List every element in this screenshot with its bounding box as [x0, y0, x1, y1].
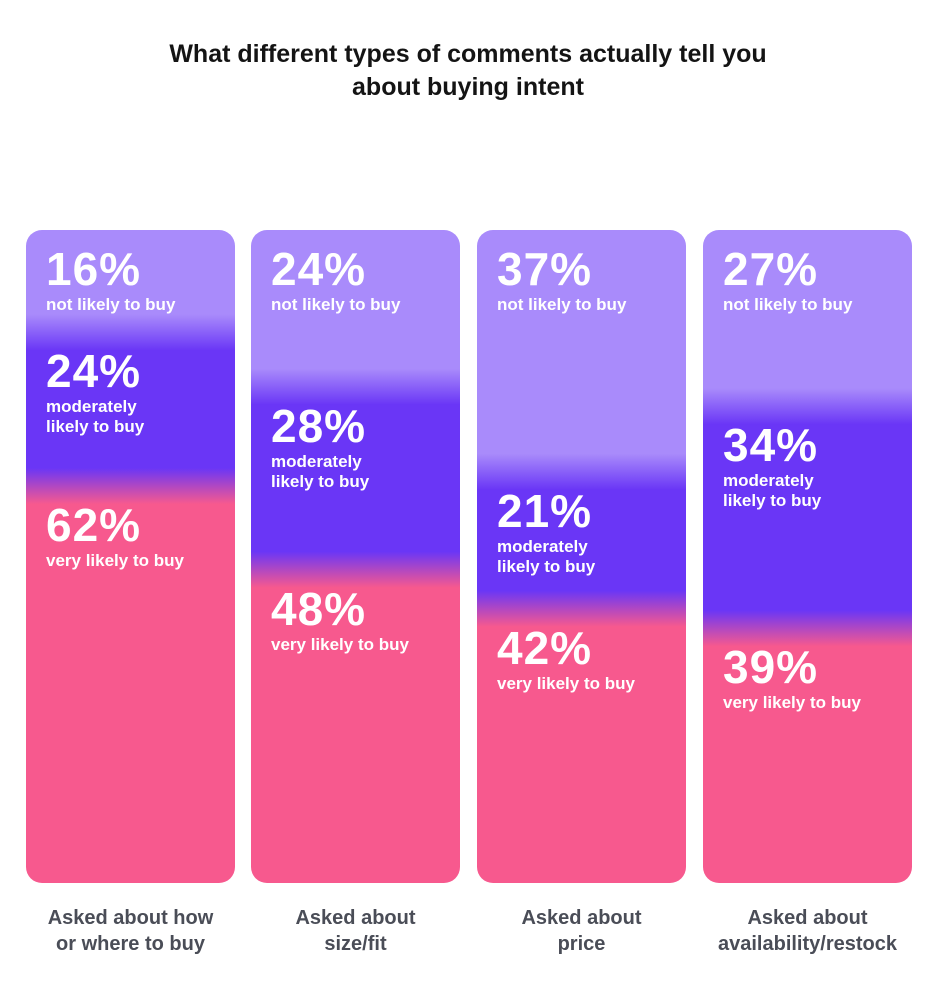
value-label: 27% [723, 243, 819, 295]
stacked-bar: 37% not likely to buy 21% moderately likely … [477, 230, 686, 883]
segment-label: very likely to buy [723, 693, 861, 713]
segment-label: not likely to buy [271, 295, 401, 314]
segment-label: very likely to buy [46, 551, 184, 571]
bar-segment: 37% not likely to buy [477, 245, 686, 315]
bar-segment: 21% moderately likely to buy [477, 487, 686, 577]
bar-segment: 27% not likely to buy [703, 245, 912, 315]
bar-segment: 28% moderately likely to buy [251, 402, 460, 492]
value-label: 37% [497, 243, 593, 295]
bar-segment: 48% very likely to buy [251, 585, 460, 655]
category-label-line: Asked about [521, 907, 642, 929]
value-label: 42% [497, 621, 593, 674]
value-label: 24% [46, 345, 142, 398]
bar-segment: 42% very likely to buy [477, 624, 686, 694]
value-label: 21% [497, 484, 593, 537]
category-label-line: price [557, 933, 606, 955]
category-label: Asked about availability/restock [688, 905, 928, 957]
segment-label: moderately likely to buy [46, 397, 145, 437]
segment-label: not likely to buy [497, 295, 627, 314]
stacked-bar: 24% not likely to buy 28% moderately likely … [251, 230, 460, 883]
segment-label: not likely to buy [723, 295, 853, 314]
value-label: 34% [723, 419, 819, 472]
value-label: 62% [46, 499, 142, 552]
category-label: Asked about size/fit [236, 905, 476, 957]
segment-label: very likely to buy [497, 673, 635, 693]
category-label-line: Asked about how [47, 907, 214, 929]
stacked-bar: 16% not likely to buy 24% moderately likely … [26, 230, 235, 883]
segment-label: moderately likely to buy [723, 471, 822, 511]
stacked-bar: 27% not likely to buy 34% moderately likely … [703, 230, 912, 883]
segment-label: moderately likely to buy [497, 536, 596, 576]
bar-segment: 62% very likely to buy [26, 501, 235, 571]
category-label-line: Asked about [747, 907, 868, 929]
category-label-line: availability/restock [718, 933, 897, 955]
value-label: 48% [271, 582, 367, 635]
value-label: 24% [271, 243, 367, 295]
chart-title-line: about buying intent [352, 73, 584, 101]
segment-label: very likely to buy [271, 634, 409, 654]
chart-title: What different types of comments actuall… [0, 38, 936, 104]
category-label: Asked about how or where to buy [11, 905, 251, 957]
bar-segment: 39% very likely to buy [703, 643, 912, 713]
category-label-line: or where to buy [56, 933, 205, 955]
bar-segment: 24% not likely to buy [251, 245, 460, 315]
category-label-line: Asked about [295, 907, 416, 929]
category-label-line: size/fit [324, 933, 387, 955]
category-label: Asked about price [462, 905, 702, 957]
value-label: 39% [723, 641, 819, 694]
segment-label: moderately likely to buy [271, 451, 370, 491]
bar-segment: 34% moderately likely to buy [703, 421, 912, 511]
value-label: 16% [46, 243, 142, 295]
bar-segment: 24% moderately likely to buy [26, 347, 235, 437]
bar-segment: 16% not likely to buy [26, 245, 235, 315]
value-label: 28% [271, 399, 367, 452]
chart-title-line: What different types of comments actuall… [169, 40, 767, 68]
segment-label: not likely to buy [46, 295, 176, 314]
